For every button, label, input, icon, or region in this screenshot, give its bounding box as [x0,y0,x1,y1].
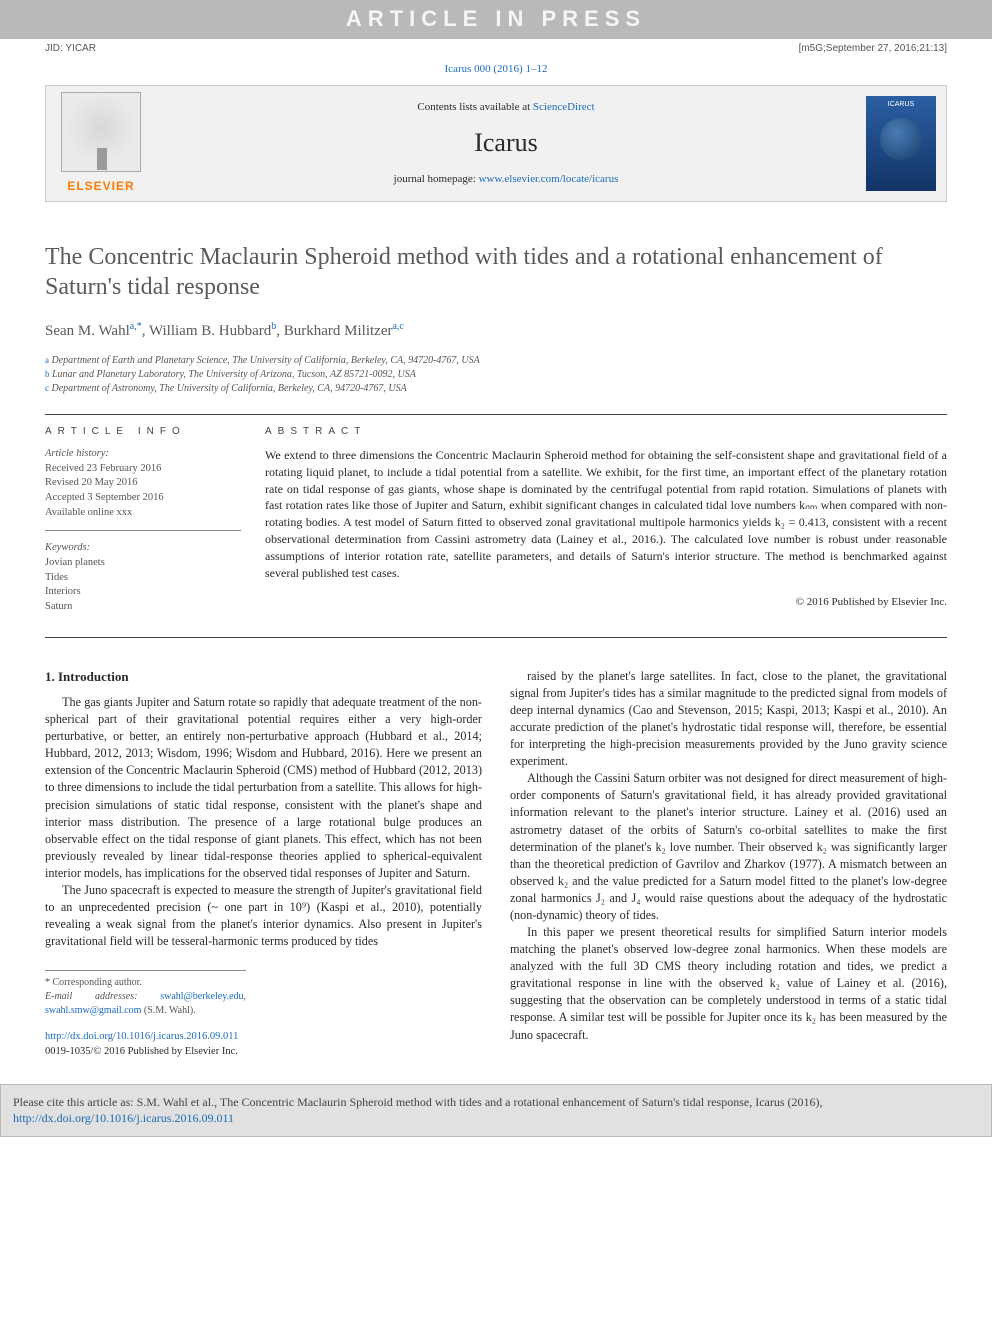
journal-header-box: ELSEVIER Contents lists available at Sci… [45,85,947,202]
section-heading: 1. Introduction [45,668,482,686]
cite-box: Please cite this article as: S.M. Wahl e… [0,1084,992,1138]
abstract-heading: ABSTRACT [265,425,947,439]
info-abstract-row: ARTICLE INFO Article history: Received 2… [45,425,947,638]
abstract-col: ABSTRACT We extend to three dimensions t… [265,425,947,615]
sciencedirect-link[interactable]: ScienceDirect [533,101,595,113]
cover-planet-icon [880,118,922,160]
citation-line: Icarus 000 (2016) 1–12 [45,62,947,77]
journal-center: Contents lists available at ScienceDirec… [156,86,856,201]
corresponding-note: * Corresponding author. [45,976,246,990]
body-paragraph: raised by the planet's large satellites.… [510,668,947,770]
body-paragraph: In this paper we present theoretical res… [510,924,947,1044]
elsevier-tree-icon [61,92,141,172]
keyword-item: Interiors [45,585,241,600]
publisher-block: ELSEVIER [46,86,156,201]
article-title: The Concentric Maclaurin Spheroid method… [45,242,947,302]
abstract-text: We extend to three dimensions the Concen… [265,447,947,581]
article-info-col: ARTICLE INFO Article history: Received 2… [45,425,265,615]
article-info-heading: ARTICLE INFO [45,425,241,439]
history-accepted: Accepted 3 September 2016 [45,491,241,506]
affiliation-b: b Lunar and Planetary Laboratory, The Un… [45,368,947,382]
keyword-item: Saturn [45,600,241,615]
cover-title: ICARUS [868,100,934,110]
keywords-label: Keywords: [45,541,241,556]
stamp-label: [m5G;September 27, 2016;21:13] [799,42,947,56]
footnotes-block: * Corresponding author. E-mail addresses… [45,970,246,1018]
email-line: E-mail addresses: swahl@berkeley.edu, sw… [45,990,246,1018]
body-columns: 1. Introduction The gas giants Jupiter a… [45,668,947,1060]
history-label: Article history: [45,447,241,462]
affiliation-c: c Department of Astronomy, The Universit… [45,382,947,396]
jid-label: JID: YICAR [45,42,96,56]
citation-link[interactable]: Icarus 000 (2016) 1–12 [445,63,548,75]
journal-home-link[interactable]: www.elsevier.com/locate/icarus [479,173,619,185]
cite-text: Please cite this article as: S.M. Wahl e… [13,1095,823,1109]
history-received: Received 23 February 2016 [45,462,241,477]
affiliations: a Department of Earth and Planetary Scie… [45,354,947,415]
body-paragraph: Although the Cassini Saturn orbiter was … [510,770,947,924]
email-tail: (S.M. Wahl). [141,1005,195,1016]
cite-link[interactable]: http://dx.doi.org/10.1016/j.icarus.2016.… [13,1111,234,1125]
issn-line: 0019-1035/© 2016 Published by Elsevier I… [45,1045,482,1060]
article-history: Article history: Received 23 February 20… [45,447,241,531]
authors-line: Sean M. Wahla,*, William B. Hubbardb, Bu… [45,320,947,342]
history-online: Available online xxx [45,506,241,521]
doi-block: http://dx.doi.org/10.1016/j.icarus.2016.… [45,1030,482,1059]
email-link[interactable]: swahl.smw@gmail.com [45,1005,141,1016]
press-banner: ARTICLE IN PRESS [0,0,992,39]
affiliation-a: a Department of Earth and Planetary Scie… [45,354,947,368]
contents-line: Contents lists available at ScienceDirec… [164,100,848,115]
email-link[interactable]: swahl@berkeley.edu [160,991,243,1002]
body-paragraph: The Juno spacecraft is expected to measu… [45,882,482,950]
abstract-copyright: © 2016 Published by Elsevier Inc. [265,595,947,610]
keyword-item: Tides [45,571,241,586]
contents-label: Contents lists available at [417,101,532,113]
journal-home-label: journal homepage: [394,173,479,185]
header-meta-row: JID: YICAR [m5G;September 27, 2016;21:13… [45,42,947,56]
doi-link[interactable]: http://dx.doi.org/10.1016/j.icarus.2016.… [45,1031,238,1042]
journal-cover-icon: ICARUS [866,96,936,191]
email-label: E-mail addresses: [45,991,160,1002]
history-revised: Revised 20 May 2016 [45,476,241,491]
journal-name: Icarus [164,125,848,161]
publisher-label: ELSEVIER [67,178,134,195]
journal-cover-block: ICARUS [856,86,946,201]
body-paragraph: The gas giants Jupiter and Saturn rotate… [45,694,482,882]
journal-home-line: journal homepage: www.elsevier.com/locat… [164,172,848,187]
keyword-item: Jovian planets [45,556,241,571]
